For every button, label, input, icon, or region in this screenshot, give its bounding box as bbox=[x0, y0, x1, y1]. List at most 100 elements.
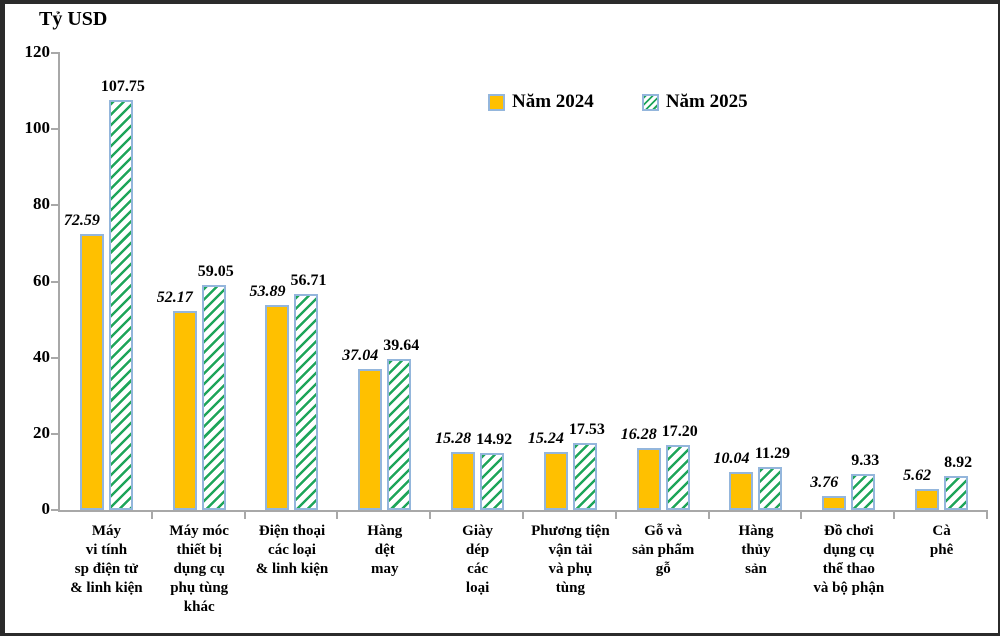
y-tick-label-0: 0 bbox=[41, 499, 51, 518]
bar-column-2025-1: 107.75 bbox=[101, 78, 145, 510]
bar-2025-9 bbox=[851, 474, 876, 510]
bar-column-2024-1: 72.59 bbox=[64, 212, 104, 510]
category-label-line: thủy bbox=[741, 542, 771, 558]
legend-label-2025: Năm 2025 bbox=[665, 91, 748, 112]
bar-2025-5 bbox=[480, 453, 505, 510]
bar-column-2025-6: 17.53 bbox=[569, 421, 605, 510]
value-label-2025-4: 39.64 bbox=[383, 337, 420, 355]
category-label-line: các bbox=[467, 561, 488, 577]
category-label-4: Hàng dệt may bbox=[338, 522, 431, 579]
category-label-3: Điện thoại các loại & linh kiện bbox=[246, 522, 339, 579]
bar-column-2025-5: 14.92 bbox=[476, 431, 512, 510]
bar-column-2025-4: 39.64 bbox=[383, 337, 419, 510]
category-label-8: Hàng thủy sản bbox=[710, 522, 803, 579]
bar-group-3: 53.89 56.71 bbox=[246, 53, 339, 510]
category-label-line: vi tính bbox=[85, 542, 128, 558]
bar-column-2025-10: 8.92 bbox=[944, 454, 972, 510]
bar-2025-3 bbox=[294, 294, 319, 510]
category-label-line: Phương tiện bbox=[531, 523, 610, 539]
x-tick-mark-10 bbox=[986, 512, 988, 519]
bar-group-6: 15.24 17.53 bbox=[524, 53, 617, 510]
category-label-2: Máy móc thiết bị dụng cụ phụ tùng khác bbox=[153, 522, 246, 617]
bar-column-2024-10: 5.62 bbox=[903, 467, 940, 510]
category-label-line: khác bbox=[183, 599, 215, 615]
category-label-line: sản phẩm bbox=[632, 542, 695, 558]
y-axis-title: Tỷ USD bbox=[39, 8, 108, 30]
value-label-2025-10: 8.92 bbox=[944, 454, 973, 472]
x-tick-mark-7 bbox=[707, 512, 710, 519]
y-tick-mark-20 bbox=[51, 432, 60, 435]
category-label-line: & linh kiện bbox=[70, 580, 143, 596]
value-label-2025-1: 107.75 bbox=[100, 77, 145, 95]
category-label-line: Đồ chơi bbox=[824, 523, 874, 539]
bar-group-9: 3.76 9.33 bbox=[802, 53, 895, 510]
bar-2024-1 bbox=[79, 233, 104, 510]
category-label-line: Điện thoại bbox=[258, 523, 326, 539]
y-tick-label-20: 20 bbox=[33, 422, 50, 442]
bar-2025-4 bbox=[387, 359, 412, 510]
x-tick-mark-1 bbox=[150, 512, 153, 519]
value-label-2024-2: 52.17 bbox=[156, 289, 193, 307]
category-label-line: sản bbox=[745, 561, 767, 577]
value-label-2025-6: 17.53 bbox=[568, 421, 605, 439]
bar-2025-1 bbox=[108, 99, 133, 510]
bar-column-2024-4: 37.04 bbox=[342, 347, 383, 510]
category-label-6: Phương tiện vận tải và phụ tùng bbox=[524, 522, 617, 598]
y-tick-mark-80 bbox=[51, 204, 60, 207]
bar-group-8: 10.04 11.29 bbox=[710, 53, 803, 510]
category-label-line: Giày bbox=[462, 523, 493, 539]
bar-column-2025-7: 17.20 bbox=[662, 423, 698, 510]
y-tick-label-100: 100 bbox=[24, 118, 51, 138]
bar-group-4: 37.04 39.64 bbox=[338, 53, 431, 510]
y-tick-label-40: 40 bbox=[33, 346, 50, 366]
bar-2024-7 bbox=[636, 448, 661, 510]
legend-swatch-2025-icon bbox=[641, 93, 659, 111]
value-label-2025-5: 14.92 bbox=[476, 431, 513, 449]
value-label-2025-2: 59.05 bbox=[197, 263, 234, 281]
bar-column-2025-3: 56.71 bbox=[290, 272, 326, 510]
category-label-line: phê bbox=[929, 542, 954, 558]
bar-group-10: 5.62 8.92 bbox=[895, 53, 988, 510]
category-label-line: Máy bbox=[91, 523, 121, 539]
y-tick-mark-120 bbox=[51, 52, 60, 54]
bar-column-2024-2: 52.17 bbox=[157, 289, 197, 510]
x-tick-mark-2 bbox=[243, 512, 246, 519]
bar-2025-2 bbox=[201, 285, 226, 510]
bar-2024-2 bbox=[172, 311, 197, 510]
legend-swatch-2024-icon bbox=[488, 93, 505, 111]
bar-2024-4 bbox=[358, 368, 383, 510]
category-label-line: dệt bbox=[374, 542, 395, 558]
x-tick-mark-5 bbox=[522, 512, 524, 519]
category-label-10: Cà phê bbox=[895, 522, 988, 560]
category-label-line: Gỗ và bbox=[644, 523, 683, 539]
x-tick-mark-4 bbox=[429, 512, 432, 519]
value-label-2025-9: 9.33 bbox=[851, 452, 880, 470]
category-label-line: Hàng bbox=[738, 523, 774, 539]
value-label-2025-8: 11.29 bbox=[754, 445, 791, 463]
category-label-line: dụng cụ bbox=[823, 542, 875, 558]
plot-area: 0 20 40 60 80 100 120 72.59 107.75 Máy vi tính sp đ… bbox=[25, 42, 988, 615]
x-tick-mark-9 bbox=[893, 512, 896, 519]
bar-column-2025-2: 59.05 bbox=[198, 263, 234, 510]
bar-2024-3 bbox=[265, 304, 290, 510]
value-label-2024-10: 5.62 bbox=[903, 466, 932, 484]
category-label-line: thể thao bbox=[822, 561, 875, 577]
bar-2025-8 bbox=[758, 467, 783, 510]
bar-column-2025-8: 11.29 bbox=[755, 445, 790, 510]
category-label-line: phụ tùng bbox=[170, 580, 229, 596]
bar-group-7: 16.28 17.20 bbox=[617, 53, 710, 510]
category-label-5: Giày dép các loại bbox=[431, 522, 524, 598]
bar-group-5: 15.28 14.92 bbox=[431, 53, 524, 510]
value-label-2024-5: 15.28 bbox=[435, 429, 472, 447]
bar-2025-10 bbox=[944, 476, 969, 510]
y-tick-label-80: 80 bbox=[33, 194, 50, 214]
bar-column-2024-6: 15.24 bbox=[528, 430, 568, 510]
bar-column-2024-8: 10.04 bbox=[713, 450, 754, 510]
category-label-line: và bộ phận bbox=[813, 580, 885, 596]
bar-group-2: 52.17 59.05 bbox=[153, 53, 246, 510]
category-label-line: các loại bbox=[268, 542, 316, 558]
legend-label-2024: Năm 2024 bbox=[512, 91, 594, 112]
legend-item-2024: Năm 2024 bbox=[488, 91, 594, 113]
y-tick-mark-60 bbox=[51, 280, 60, 283]
value-label-2025-7: 17.20 bbox=[661, 422, 698, 440]
